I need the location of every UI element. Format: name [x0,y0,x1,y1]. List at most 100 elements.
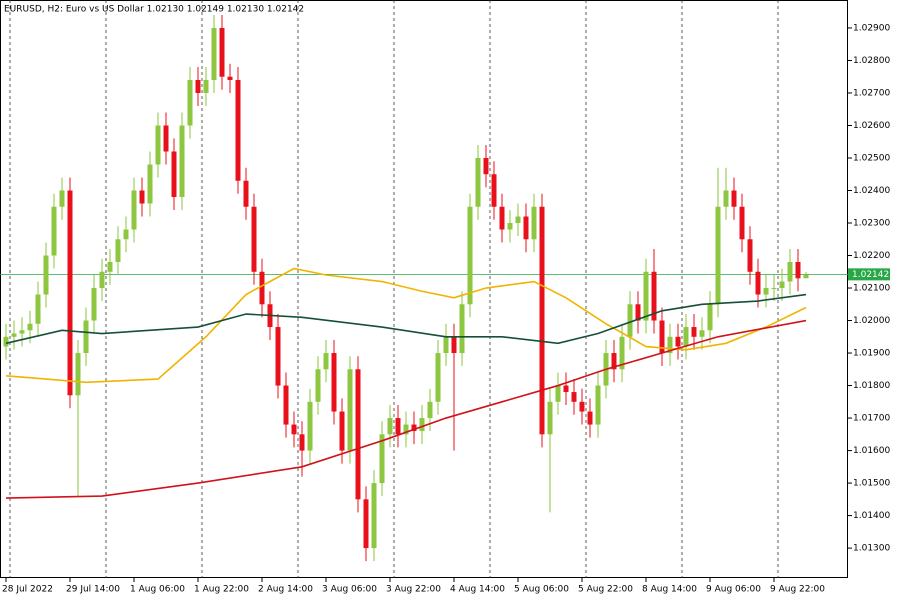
candle-body [299,434,305,451]
moving-average [5,293,807,345]
candle-body [91,288,97,321]
candle-body [515,216,521,224]
candle-body [795,262,801,279]
candle-body [419,418,425,432]
candle-body [259,271,265,305]
candle-body [787,262,793,282]
y-tick-label: 1.01300 [853,544,890,554]
candle-body [27,323,33,331]
candle-body [83,320,89,354]
candle-body [715,206,721,305]
y-tick-label: 1.02000 [853,316,890,326]
candle-body [179,125,185,198]
candle-body [227,76,233,80]
x-tick-label: 9 Aug 06:00 [706,585,761,595]
candle-body [723,190,729,207]
x-tick-label: 9 Aug 22:00 [770,585,825,595]
y-tick-label: 1.02400 [853,186,890,196]
candle-body [347,369,353,451]
candle-body [675,336,681,347]
candle-body [475,157,481,207]
y-tick-label: 1.01500 [853,479,890,489]
candle-body [379,434,385,484]
candle-body [163,125,169,152]
candle-body [371,483,377,549]
candle-body [243,180,249,207]
candle-body [739,206,745,240]
candle-body [467,206,473,305]
chart-title: EURUSD, H2: Euro vs US Dollar 1.02130 1.… [4,5,304,15]
candle-body [755,271,761,295]
x-tick-label: 29 Jul 14:00 [66,585,120,595]
candle-body [563,385,569,393]
candle-body [195,79,201,93]
candle-body [363,499,369,549]
x-tick-label: 3 Aug 22:00 [386,585,441,595]
y-tick-label: 1.01900 [853,349,890,359]
candle-body [611,353,617,370]
candle-body [699,330,705,337]
candle-body [395,418,401,435]
x-tick-label: 1 Aug 06:00 [130,585,185,595]
candle-body [483,157,489,175]
candle-body [731,190,737,207]
candle-body [211,27,217,80]
candle-body [123,229,129,240]
candle-body [443,336,449,354]
candle-body [659,320,665,354]
candle-body [499,206,505,230]
x-tick-label: 4 Aug 14:00 [450,585,505,595]
x-tick-label: 1 Aug 22:00 [194,585,249,595]
candle-body [427,401,433,419]
x-tick-label: 8 Aug 14:00 [642,585,697,595]
candle-body [771,288,777,290]
y-tick-label: 1.02100 [853,284,890,294]
candle-body [203,79,209,93]
candle-body [251,206,257,272]
y-tick-label: 1.01700 [853,414,890,424]
candle-body [75,353,81,396]
candle-body [435,353,441,402]
candle-body [635,304,641,321]
candle-body [747,239,753,272]
y-tick-label: 1.02300 [853,219,890,229]
candle-body [387,418,393,435]
candle-body [507,223,513,230]
candle-body [219,27,225,77]
x-tick-label: 5 Aug 22:00 [578,585,633,595]
candle-body [627,304,633,337]
candle-body [291,424,297,435]
candle-body [59,190,65,207]
candle-body [691,327,697,337]
candle-body [667,336,673,354]
candle-body [763,288,769,295]
candle-body [683,327,689,347]
candle-body [3,336,9,347]
plot-frame [0,0,848,578]
y-tick-label: 1.02600 [853,121,890,131]
candle-body [283,385,289,425]
candle-body [451,336,457,354]
candle-body [67,190,73,396]
candle-body [323,353,329,370]
y-tick-label: 1.01800 [853,381,890,391]
candle-body [171,151,177,198]
candle-body [19,330,25,334]
candle-body [107,262,113,272]
candle-body [35,294,41,324]
candle-body [155,125,161,165]
candle-body [547,401,553,435]
last-price-box [848,268,890,281]
candle-body [403,424,409,435]
moving-average [5,267,807,384]
y-tick-label: 1.01600 [853,446,890,456]
candle-body [147,164,153,204]
candle-body [707,304,713,331]
y-tick-label: 1.01400 [853,511,890,521]
y-tick-label: 1.02900 [853,23,890,33]
candle-body [619,336,625,370]
candle-body [43,255,49,295]
